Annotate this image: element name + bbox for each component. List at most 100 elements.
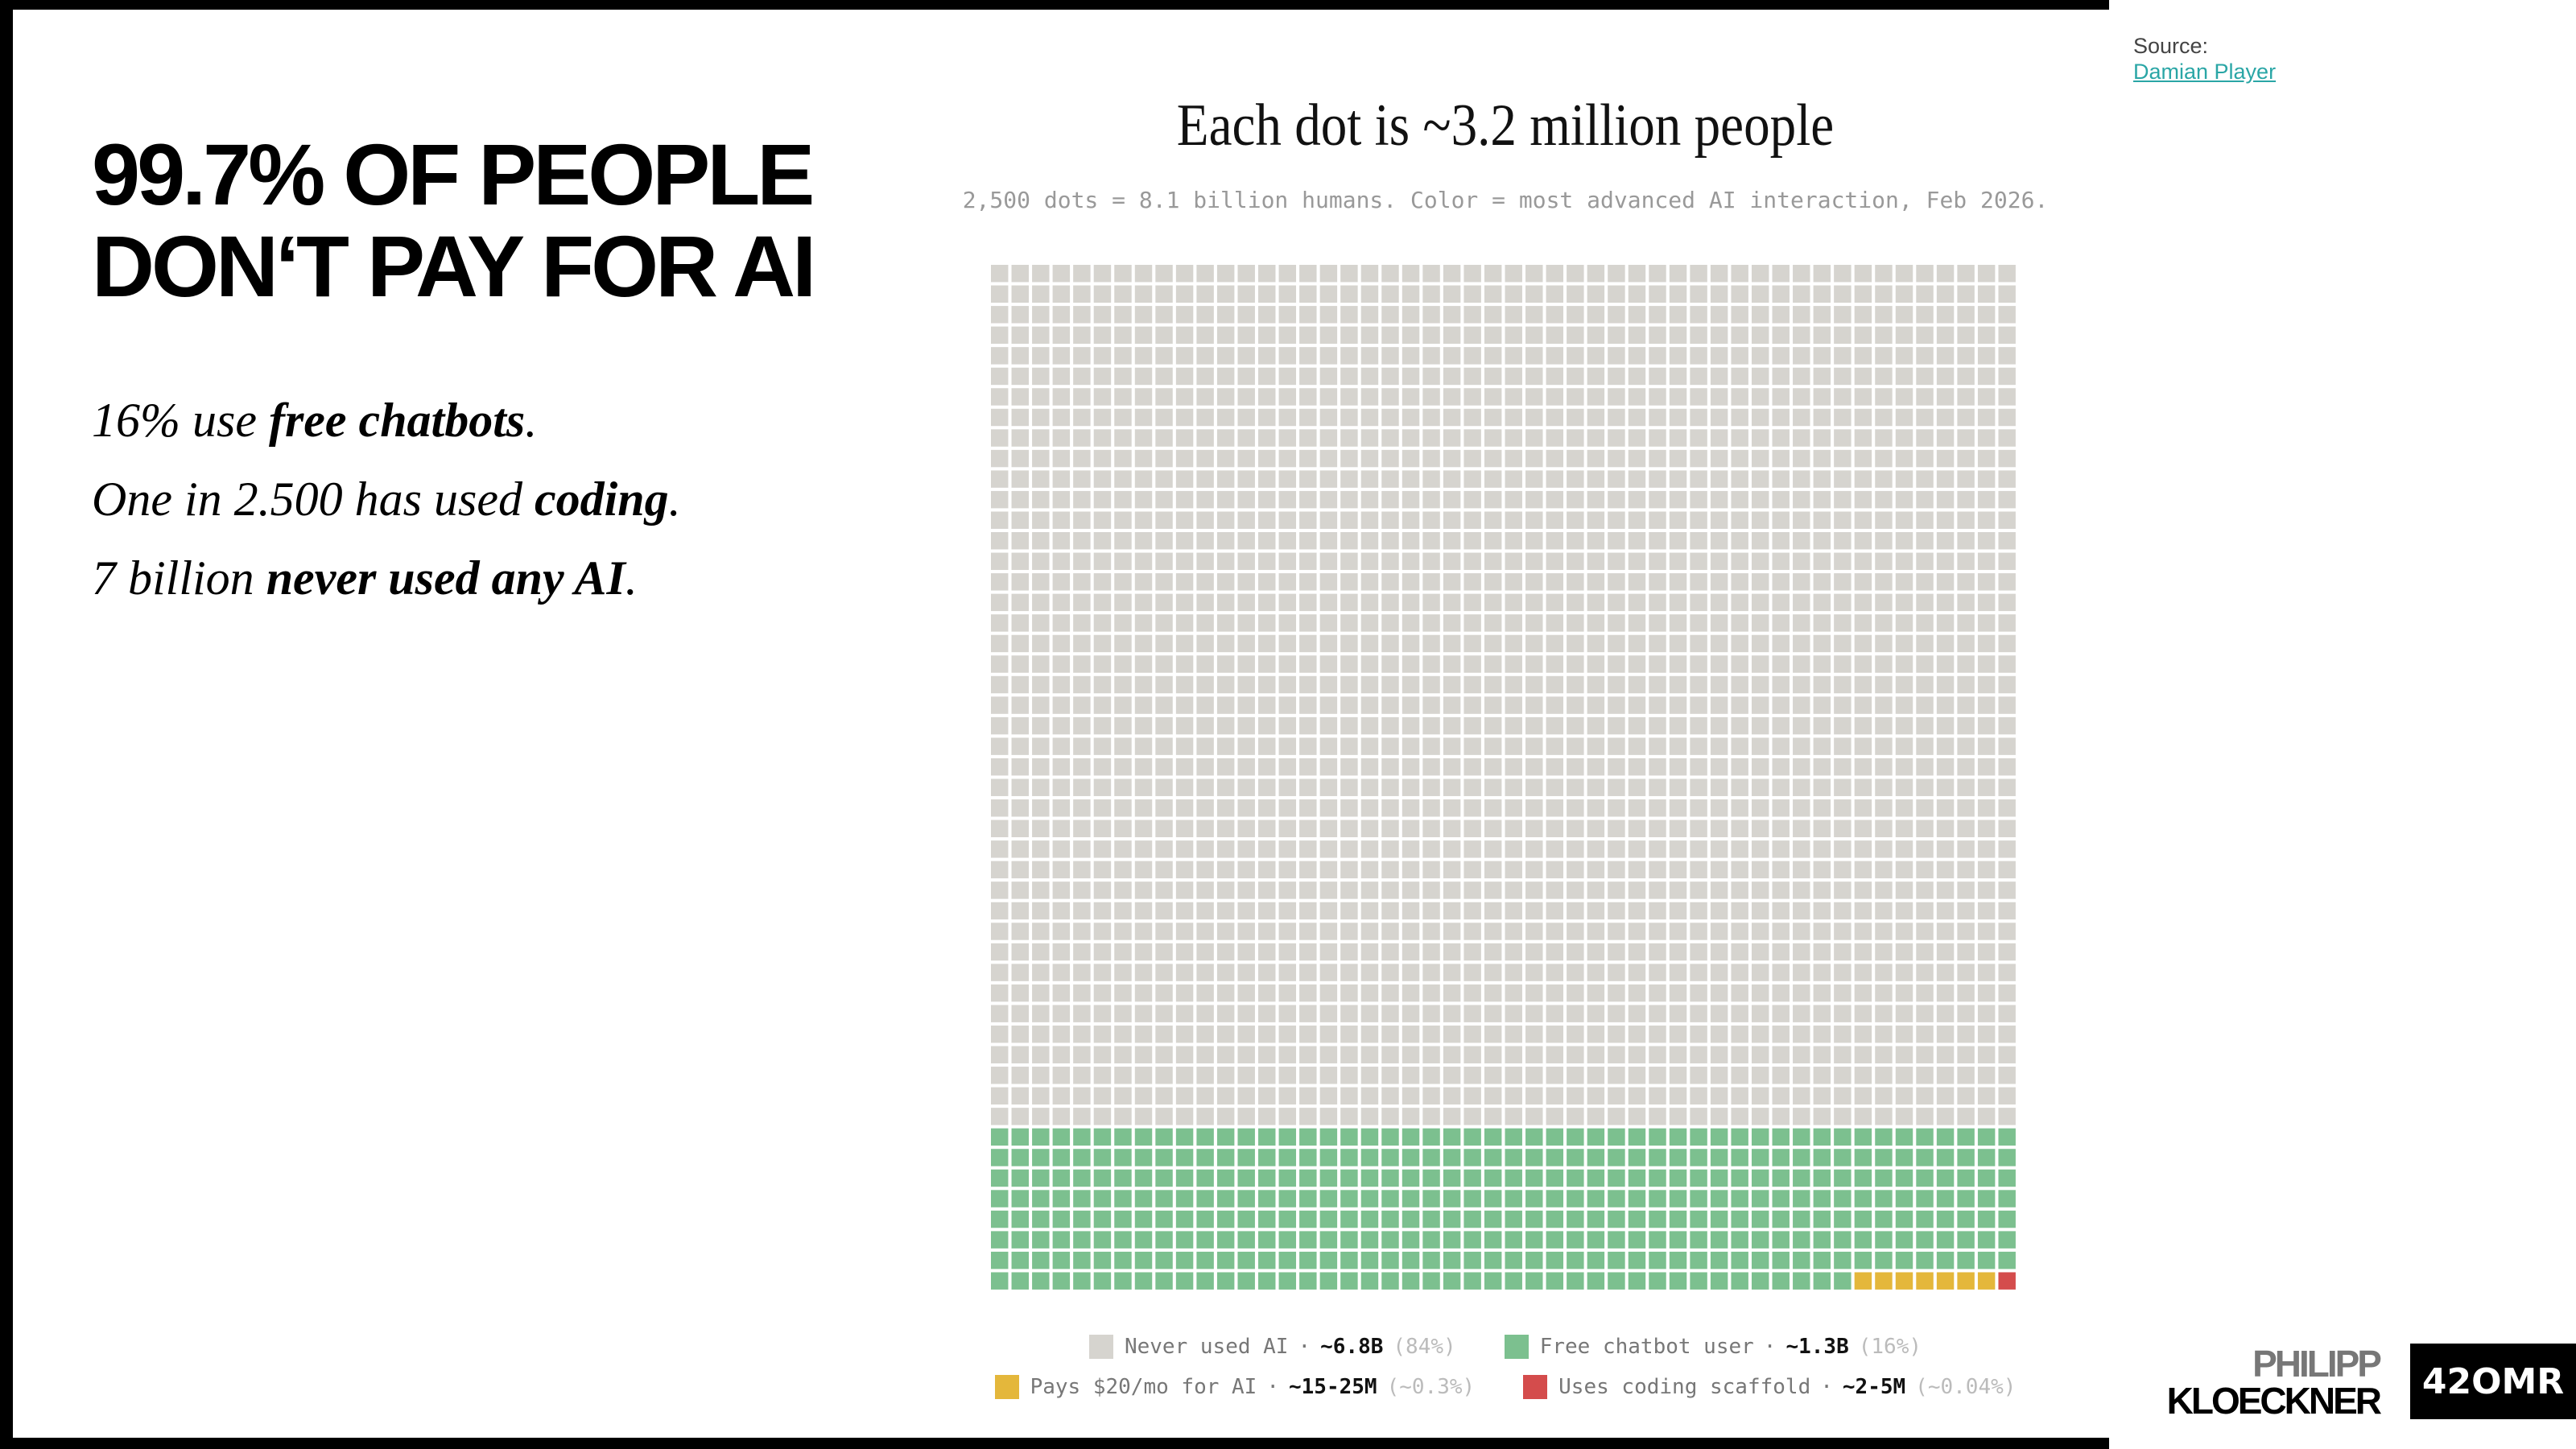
dot [1422, 326, 1440, 345]
dot [1998, 347, 2016, 365]
dot [1340, 634, 1358, 653]
dot [1052, 306, 1071, 324]
dot [1402, 634, 1420, 653]
dot [1052, 737, 1071, 755]
dot [1525, 552, 1543, 571]
dot [1463, 285, 1481, 303]
dot [1916, 655, 1934, 673]
dot [991, 490, 1009, 509]
dot [1032, 1210, 1050, 1228]
dot [1977, 490, 1996, 509]
dot [991, 964, 1009, 981]
dot [1114, 861, 1132, 879]
dot [1608, 943, 1625, 961]
dot [1032, 655, 1050, 673]
dot [1587, 655, 1605, 673]
dot [1340, 449, 1358, 468]
brand-first: PHILIPP [2252, 1343, 2382, 1385]
dot [1772, 593, 1790, 612]
dot [1936, 532, 1955, 550]
dot [1134, 326, 1153, 345]
dot [1011, 1108, 1029, 1125]
dot [1957, 326, 1975, 345]
dot [1751, 943, 1769, 961]
dot [1093, 1067, 1112, 1084]
dot [1011, 1272, 1029, 1290]
dot [1916, 1067, 1934, 1084]
dot [1073, 696, 1091, 714]
dot [1360, 902, 1379, 920]
source-link[interactable]: Damian Player [2133, 60, 2277, 84]
dot [1813, 984, 1831, 1002]
dot [1772, 573, 1790, 591]
dot [1505, 429, 1522, 447]
dot [1402, 573, 1420, 591]
dot [1319, 778, 1338, 796]
dot [1854, 1087, 1872, 1105]
dot [1793, 449, 1810, 468]
dot [1505, 1108, 1522, 1125]
dot [1237, 902, 1255, 920]
dot [1895, 265, 1913, 283]
dot [1505, 655, 1522, 673]
dot [1875, 265, 1893, 283]
dot [1505, 347, 1522, 365]
dot [1525, 737, 1543, 755]
dot [1463, 367, 1481, 386]
dot [1443, 1067, 1461, 1084]
dot [1484, 902, 1502, 920]
dot [1443, 367, 1461, 386]
dot [1916, 819, 1934, 838]
dot [1751, 511, 1769, 529]
dot [1710, 408, 1728, 427]
dot [1772, 532, 1790, 550]
dot [1731, 408, 1748, 427]
dot [991, 716, 1009, 735]
dot [1052, 367, 1071, 386]
dot [1793, 778, 1810, 796]
dot [1669, 1272, 1687, 1290]
dot [1402, 1005, 1420, 1022]
dot [1690, 737, 1707, 755]
dot [1114, 1087, 1132, 1105]
dot [1546, 758, 1564, 776]
dot [1216, 490, 1235, 509]
dot [1751, 675, 1769, 694]
dot [1731, 1210, 1748, 1228]
dot [1977, 388, 1996, 406]
dot [1587, 778, 1605, 796]
dot [1216, 1067, 1235, 1084]
dot [1875, 778, 1893, 796]
dot [1381, 675, 1399, 694]
dot [1916, 1108, 1934, 1125]
dot [1998, 285, 2016, 303]
dot [1463, 778, 1481, 796]
dot [1422, 1108, 1440, 1125]
dot [991, 881, 1009, 899]
dot [1319, 265, 1338, 283]
dot [1505, 861, 1522, 879]
dot [991, 1149, 1009, 1166]
dot [1402, 367, 1420, 386]
dot [1134, 778, 1153, 796]
dot [1587, 490, 1605, 509]
dot [1134, 1025, 1153, 1043]
dot [991, 614, 1009, 632]
dot [1608, 265, 1625, 283]
dot [1484, 943, 1502, 961]
dot [1011, 964, 1029, 981]
dot [1793, 943, 1810, 961]
dot [1052, 408, 1071, 427]
dot [1916, 1272, 1934, 1290]
dot [1484, 326, 1502, 345]
dot [1854, 1046, 1872, 1063]
dot [1216, 367, 1235, 386]
dot [1073, 1251, 1091, 1269]
dot [1916, 881, 1934, 899]
dot [1505, 799, 1522, 817]
dot [1011, 737, 1029, 755]
dot [1525, 367, 1543, 386]
dot [1669, 881, 1687, 899]
dot [1710, 902, 1728, 920]
dot [1032, 984, 1050, 1002]
